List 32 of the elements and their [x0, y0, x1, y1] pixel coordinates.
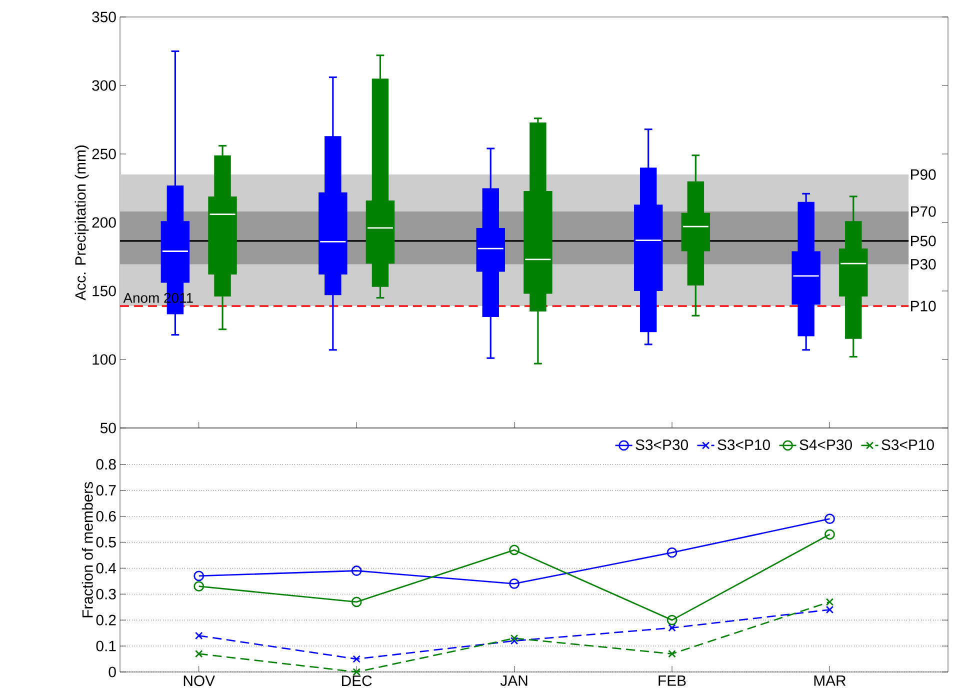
y-tick-label: 0.1: [96, 640, 116, 652]
y-axis-title: Acc. Precipitation (mm): [74, 146, 89, 300]
y-tick-label: 250: [92, 148, 116, 160]
text: P10: [911, 300, 936, 312]
y-tick-label: 150: [92, 286, 116, 296]
text: P70: [911, 206, 936, 217]
y-tick-label: 0.8: [96, 459, 116, 470]
x-tick-label: DEC: [342, 676, 372, 686]
x-tick-label: FEB: [658, 676, 686, 686]
y-tick-label: 0.3: [96, 588, 116, 600]
y-tick-label: 0: [108, 666, 116, 678]
x-tick-label: NOV: [184, 676, 215, 686]
y-tick-label: 200: [92, 217, 116, 228]
text: P50: [911, 236, 936, 246]
y-tick-label: 0.7: [96, 484, 116, 496]
x-tick-label: JAN: [500, 676, 528, 686]
legend-label: S3<P10: [718, 439, 770, 450]
y-tick-label: 0.6: [96, 510, 116, 522]
y-tick-label: 350: [92, 12, 116, 22]
y-tick-label: 0.4: [96, 562, 116, 574]
legend-label: S3<P30: [636, 439, 688, 450]
y-tick-label: 0.2: [96, 614, 116, 626]
y-tick-label: 300: [92, 80, 116, 91]
x-tick-label: MAR: [814, 676, 846, 686]
y-tick-label: 50: [100, 422, 116, 434]
y-axis-title: Fraction of members: [82, 482, 93, 618]
y-tick-label: 0.5: [96, 536, 116, 548]
text: P90: [911, 169, 936, 180]
text: P30: [911, 258, 936, 270]
y-tick-label: 100: [92, 354, 116, 365]
legend-label: S4<P30: [800, 439, 852, 450]
legend-label: S3<P10: [882, 439, 934, 450]
